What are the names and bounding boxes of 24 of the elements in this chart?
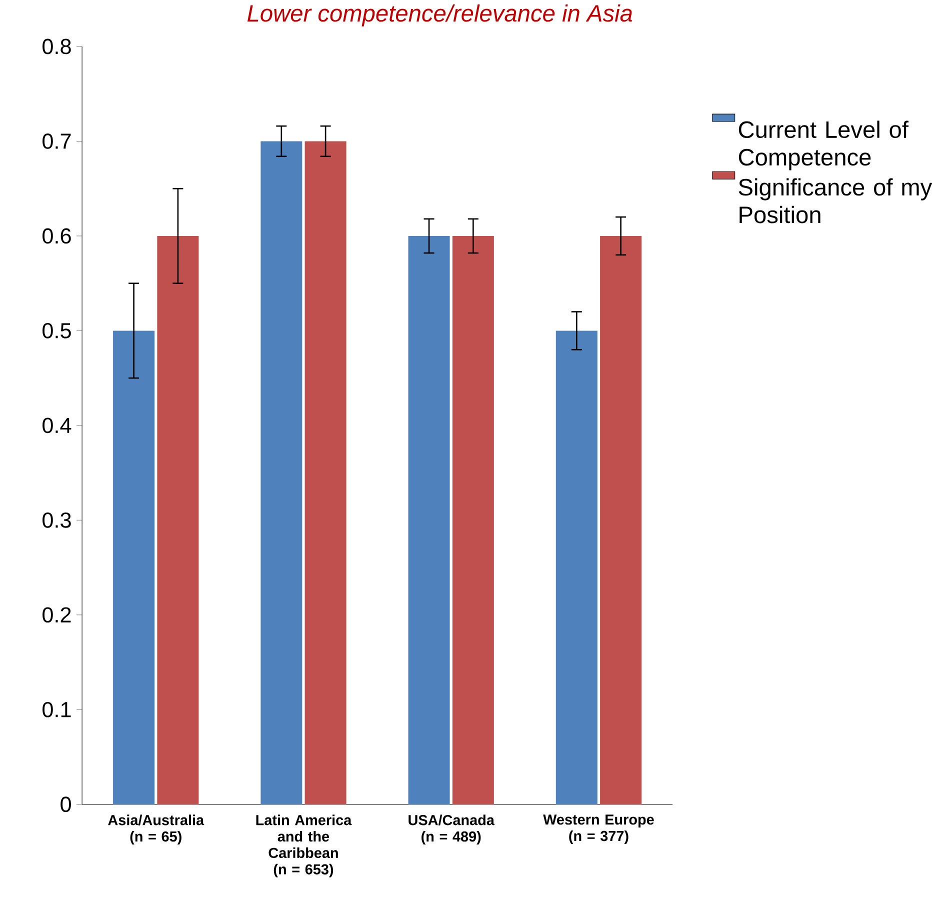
- y-tick-label: 0.5: [42, 322, 71, 338]
- y-tick-label: 0.8: [42, 38, 71, 54]
- bar: [600, 236, 642, 804]
- legend-label: Significance of my Position: [738, 178, 932, 224]
- y-tick-label: 0.7: [42, 133, 71, 149]
- y-tick-label: 0.6: [42, 228, 71, 244]
- y-tick-label: 0: [60, 796, 71, 812]
- x-tick-label: Asia/Australia (n = 65): [108, 814, 204, 844]
- x-tick-label: Latin America and the Caribbean (n = 653): [256, 814, 352, 878]
- bar: [157, 236, 199, 804]
- legend-label: Current Level of Competence: [738, 120, 909, 170]
- y-tick-label: 0.4: [42, 418, 72, 433]
- x-tick-label: USA/Canada (n = 489): [408, 814, 495, 844]
- y-tick-label: 0.3: [42, 512, 71, 528]
- bar: [304, 141, 346, 804]
- x-tick-label: Western Europe (n = 377): [543, 814, 654, 844]
- y-tick-label: 0.1: [42, 702, 71, 718]
- bar: [408, 236, 450, 804]
- bar: [556, 330, 598, 804]
- chart-title: Lower competence/relevance in Asia: [247, 4, 632, 26]
- bar: [260, 141, 302, 804]
- y-tick-label: 0.2: [42, 607, 71, 622]
- bar: [113, 330, 155, 804]
- bar: [452, 236, 494, 804]
